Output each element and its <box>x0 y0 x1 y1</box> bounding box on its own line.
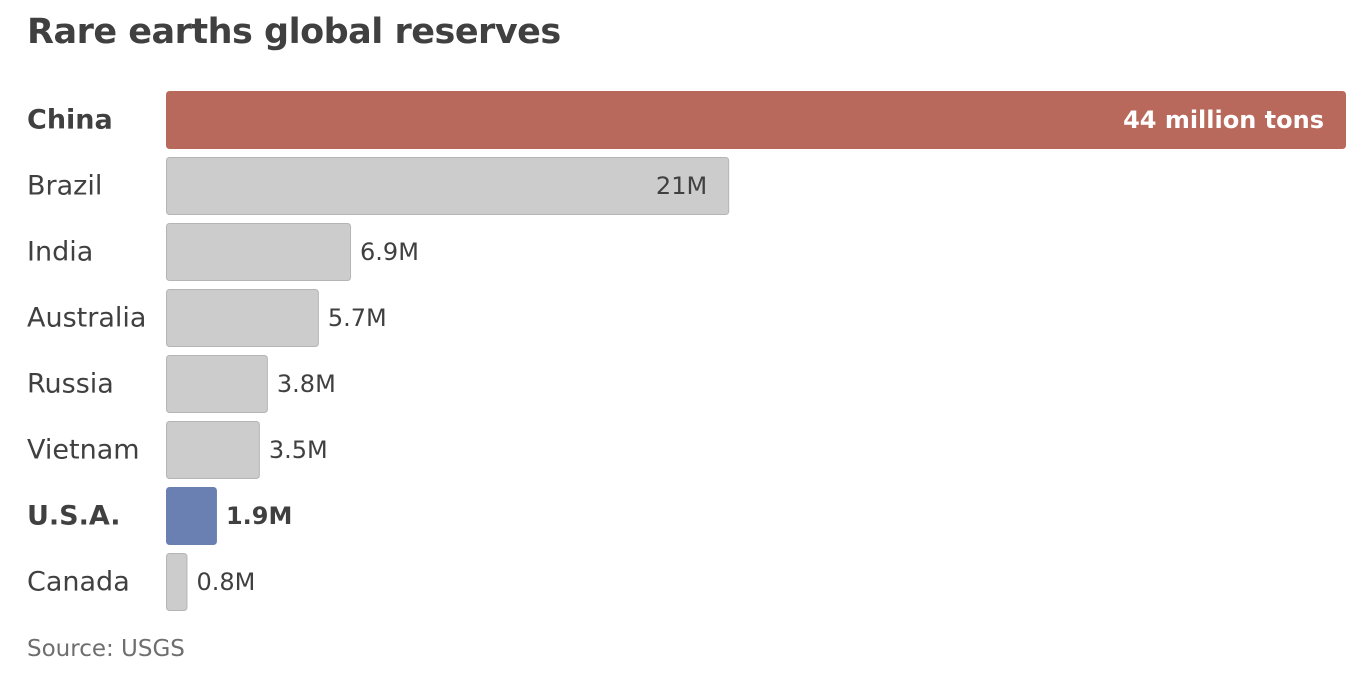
value-label-china: 44 million tons <box>1123 106 1324 134</box>
value-label-vietnam: 3.5M <box>269 436 328 464</box>
bar-vietnam <box>166 421 260 479</box>
value-label-russia: 3.8M <box>277 370 336 398</box>
category-label-brazil: Brazil <box>27 171 102 202</box>
value-label-india: 6.9M <box>360 238 419 266</box>
category-label-canada: Canada <box>27 567 130 598</box>
bar-india <box>166 223 352 281</box>
category-label-vietnam: Vietnam <box>27 435 140 466</box>
source-note: Source: USGS <box>27 636 185 662</box>
bar-chart: China 44 million tons Brazil 21M India 6.9M Au… <box>27 91 1346 611</box>
bar-china <box>166 91 1346 149</box>
chart-title: Rare earths global reserves <box>27 12 561 52</box>
value-label-canada: 0.8M <box>196 568 255 596</box>
category-label-china: China <box>27 105 113 136</box>
category-label-u-s-a: U.S.A. <box>27 501 121 532</box>
bar-australia <box>166 289 319 347</box>
bar-u-s-a <box>166 487 217 545</box>
bar-russia <box>166 355 268 413</box>
value-label-brazil: 21M <box>656 172 707 200</box>
value-label-u-s-a: 1.9M <box>226 502 292 530</box>
category-label-australia: Australia <box>27 303 146 334</box>
value-label-australia: 5.7M <box>328 304 387 332</box>
bar-brazil <box>166 157 730 215</box>
bar-canada <box>166 553 188 611</box>
category-label-russia: Russia <box>27 369 114 400</box>
category-label-india: India <box>27 237 93 268</box>
